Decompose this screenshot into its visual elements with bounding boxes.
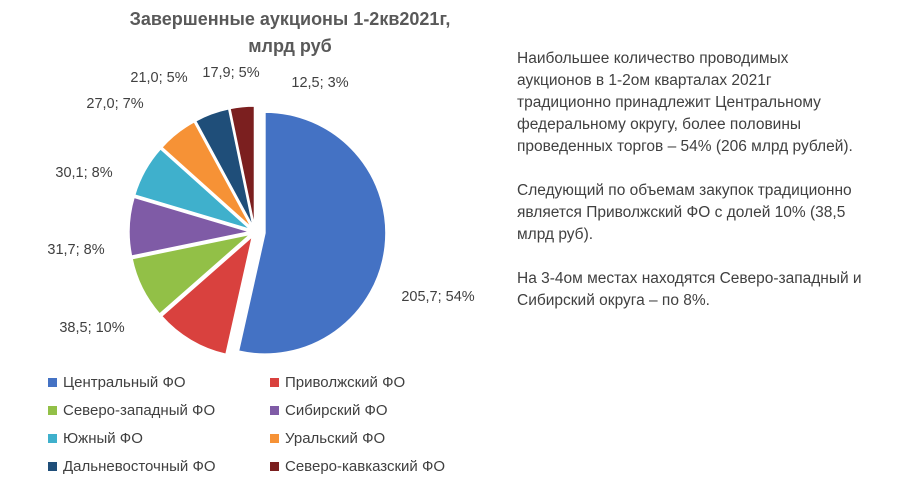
legend-item: Центральный ФО [48, 372, 270, 392]
legend-item: Южный ФО [48, 428, 270, 448]
legend-label: Северо-кавказский ФО [285, 457, 446, 475]
legend-item: Сибирский ФО [270, 400, 488, 420]
pie-slice [160, 120, 253, 229]
data-label: 12,5; 3% [291, 75, 348, 91]
legend-item: Уральский ФО [270, 428, 488, 448]
commentary-paragraph-1: Наибольшее количество проводимых аукцион… [517, 50, 853, 155]
legend-swatch [270, 405, 279, 415]
pie-slice [194, 107, 255, 228]
legend-label: Уральский ФО [285, 429, 386, 447]
data-label: 38,5; 10% [59, 320, 124, 336]
commentary-paragraph-3: На 3-4ом местах находятся Северо-западны… [517, 270, 862, 309]
legend-swatch [48, 461, 57, 471]
data-label: 17,9; 5% [202, 65, 259, 81]
legend-swatch [48, 433, 57, 443]
commentary-paragraph-2: Следующий по объемам закупок традиционно… [517, 182, 852, 243]
pie-slice [229, 105, 256, 228]
pie-chart: 205,7; 54% 38,5; 10% 31,7; 8% 30,1; 8% 27,0;… [47, 65, 475, 356]
legend-item: Приволжский ФО [270, 372, 488, 392]
data-label: 205,7; 54% [401, 289, 474, 305]
legend-swatch [48, 377, 57, 387]
legend-label: Дальневосточный ФО [63, 457, 216, 475]
legend-label: Центральный ФО [63, 373, 186, 391]
legend-label: Южный ФО [63, 429, 143, 447]
legend-label: Приволжский ФО [285, 373, 406, 391]
legend-swatch [48, 405, 57, 415]
pie-slice [237, 111, 387, 355]
commentary-text: Наибольшее количество проводимых аукцион… [517, 48, 862, 334]
legend-swatch [270, 433, 279, 443]
legend-item: Дальневосточный ФО [48, 456, 270, 476]
legend-swatch [270, 377, 279, 387]
legend-item: Северо-кавказский ФО [270, 456, 488, 476]
legend-item: Северо-западный ФО [48, 400, 270, 420]
pie-slice [133, 147, 252, 231]
legend-label: Сибирский ФО [285, 401, 388, 419]
data-label: 30,1; 8% [55, 165, 112, 181]
data-label: 31,7; 8% [47, 242, 104, 258]
pie-slice [160, 234, 254, 356]
legend: Центральный ФО Приволжский ФО Северо-запад… [48, 372, 488, 476]
legend-label: Северо-западный ФО [63, 401, 216, 419]
data-label: 21,0; 5% [130, 70, 187, 86]
pie-slice [128, 196, 251, 258]
pie-slice [131, 232, 254, 316]
legend-swatch [270, 461, 279, 471]
chart-title: Завершенные аукционы 1-2кв2021г, млрд ру… [129, 9, 451, 56]
data-label: 27,0; 7% [86, 96, 143, 112]
